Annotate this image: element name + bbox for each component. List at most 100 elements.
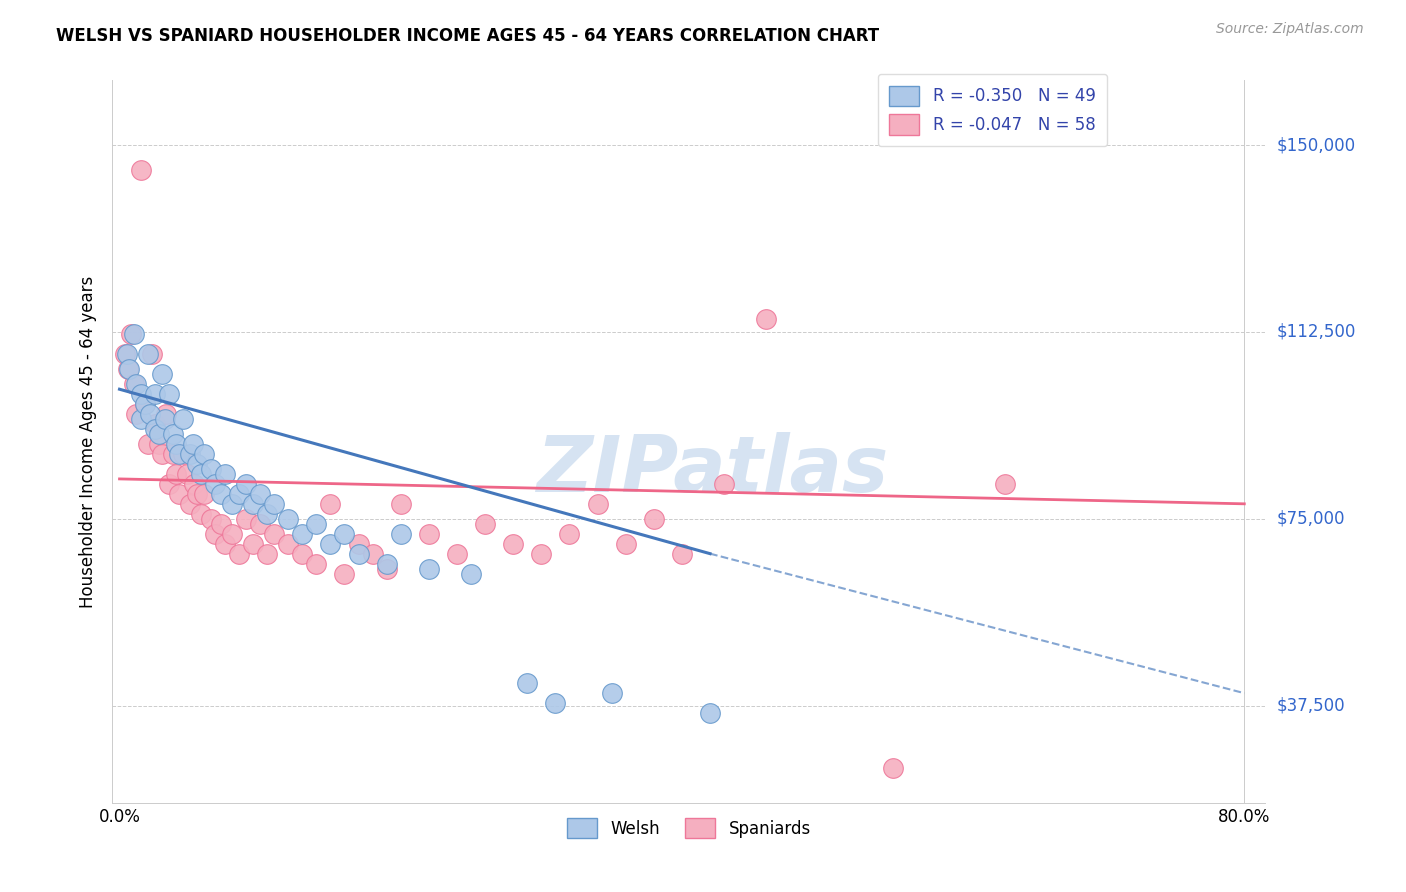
Point — [181, 437, 204, 451]
Point — [671, 547, 693, 561]
Point — [129, 412, 152, 426]
Point — [713, 476, 735, 491]
Point — [319, 497, 342, 511]
Point — [125, 407, 148, 421]
Point — [134, 397, 156, 411]
Text: Source: ZipAtlas.com: Source: ZipAtlas.com — [1216, 22, 1364, 37]
Point — [375, 557, 398, 571]
Point — [256, 547, 278, 561]
Point — [558, 526, 581, 541]
Point — [134, 397, 156, 411]
Point — [157, 387, 180, 401]
Point — [186, 487, 208, 501]
Point — [221, 526, 243, 541]
Text: $75,000: $75,000 — [1277, 509, 1346, 528]
Point — [291, 526, 314, 541]
Point — [129, 163, 152, 178]
Point — [122, 327, 145, 342]
Point — [190, 507, 212, 521]
Point — [193, 447, 215, 461]
Point — [193, 487, 215, 501]
Point — [143, 387, 166, 401]
Point — [172, 447, 194, 461]
Point — [200, 462, 222, 476]
Point — [516, 676, 538, 690]
Point — [190, 467, 212, 481]
Point — [209, 516, 232, 531]
Point — [235, 476, 257, 491]
Point — [117, 362, 139, 376]
Point — [263, 526, 285, 541]
Point — [600, 686, 623, 700]
Point — [118, 362, 141, 376]
Point — [242, 497, 264, 511]
Point — [136, 437, 159, 451]
Point — [148, 437, 170, 451]
Point — [882, 761, 904, 775]
Point — [122, 377, 145, 392]
Point — [167, 447, 190, 461]
Point — [155, 407, 177, 421]
Point — [120, 327, 142, 342]
Point — [389, 526, 412, 541]
Point — [347, 537, 370, 551]
Point — [249, 487, 271, 501]
Point — [333, 526, 356, 541]
Point — [129, 387, 152, 401]
Point — [214, 537, 236, 551]
Legend: Welsh, Spaniards: Welsh, Spaniards — [561, 812, 817, 845]
Text: ZIPatlas: ZIPatlas — [536, 433, 889, 508]
Point — [389, 497, 412, 511]
Point — [143, 422, 166, 436]
Point — [167, 487, 190, 501]
Point — [530, 547, 553, 561]
Point — [183, 476, 205, 491]
Point — [228, 487, 250, 501]
Point — [277, 512, 299, 526]
Point — [162, 427, 184, 442]
Point — [150, 447, 173, 461]
Point — [204, 476, 226, 491]
Point — [699, 706, 721, 720]
Point — [141, 347, 163, 361]
Point — [755, 312, 778, 326]
Text: $150,000: $150,000 — [1277, 136, 1355, 154]
Point — [249, 516, 271, 531]
Point — [474, 516, 496, 531]
Point — [165, 467, 187, 481]
Text: WELSH VS SPANIARD HOUSEHOLDER INCOME AGES 45 - 64 YEARS CORRELATION CHART: WELSH VS SPANIARD HOUSEHOLDER INCOME AGE… — [56, 27, 879, 45]
Point — [502, 537, 524, 551]
Point — [291, 547, 314, 561]
Point — [125, 377, 148, 392]
Y-axis label: Householder Income Ages 45 - 64 years: Householder Income Ages 45 - 64 years — [79, 276, 97, 607]
Point — [143, 417, 166, 431]
Point — [228, 547, 250, 561]
Point — [209, 487, 232, 501]
Point — [305, 516, 328, 531]
Point — [361, 547, 384, 561]
Point — [418, 526, 440, 541]
Point — [114, 347, 136, 361]
Point — [148, 427, 170, 442]
Point — [150, 368, 173, 382]
Point — [153, 412, 176, 426]
Point — [200, 512, 222, 526]
Point — [643, 512, 665, 526]
Point — [115, 347, 138, 361]
Point — [418, 561, 440, 575]
Point — [214, 467, 236, 481]
Point — [139, 407, 162, 421]
Point — [204, 526, 226, 541]
Point — [375, 561, 398, 575]
Point — [994, 476, 1017, 491]
Point — [460, 566, 482, 581]
Point — [179, 497, 201, 511]
Text: $37,500: $37,500 — [1277, 697, 1346, 714]
Point — [305, 557, 328, 571]
Point — [446, 547, 468, 561]
Point — [614, 537, 637, 551]
Point — [165, 437, 187, 451]
Text: $112,500: $112,500 — [1277, 323, 1355, 341]
Point — [221, 497, 243, 511]
Point — [136, 347, 159, 361]
